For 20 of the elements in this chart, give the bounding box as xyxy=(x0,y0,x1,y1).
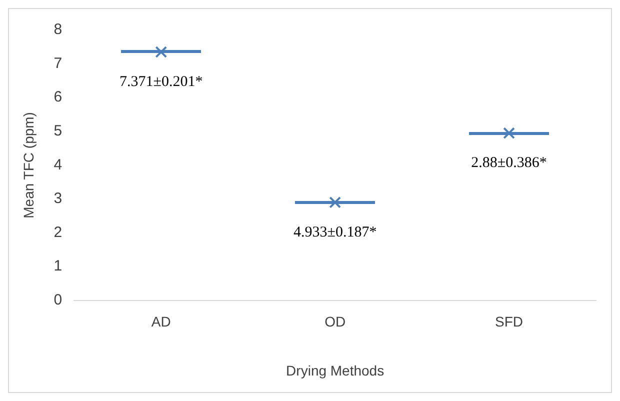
y-tick-label: 1 xyxy=(54,258,62,275)
annotation: 2.88±0.386* xyxy=(471,155,547,172)
y-tick-label: 8 xyxy=(54,21,62,38)
x-tick-label: AD xyxy=(151,314,171,330)
annotation: 4.933±0.187* xyxy=(293,224,377,240)
y-tick-label: 4 xyxy=(54,156,62,174)
point xyxy=(503,127,515,140)
y-tick-label: 7 xyxy=(54,54,62,72)
x-tick-label: OD xyxy=(324,314,346,330)
y-tick-label: 3 xyxy=(54,190,62,208)
y-tick-label: 6 xyxy=(54,88,62,106)
y-tick-label: 0 xyxy=(54,292,62,309)
x-tick-label: SFD xyxy=(495,314,524,330)
y-axis-title: Mean TFC (ppm) xyxy=(20,112,36,218)
annotation: 7.371±0.201* xyxy=(120,74,203,90)
point xyxy=(155,46,168,58)
x-axis-title: Drying Methods xyxy=(286,362,384,378)
point xyxy=(329,196,342,208)
y-tick-label: 2 xyxy=(54,224,62,241)
y-tick-label: 5 xyxy=(54,122,62,140)
